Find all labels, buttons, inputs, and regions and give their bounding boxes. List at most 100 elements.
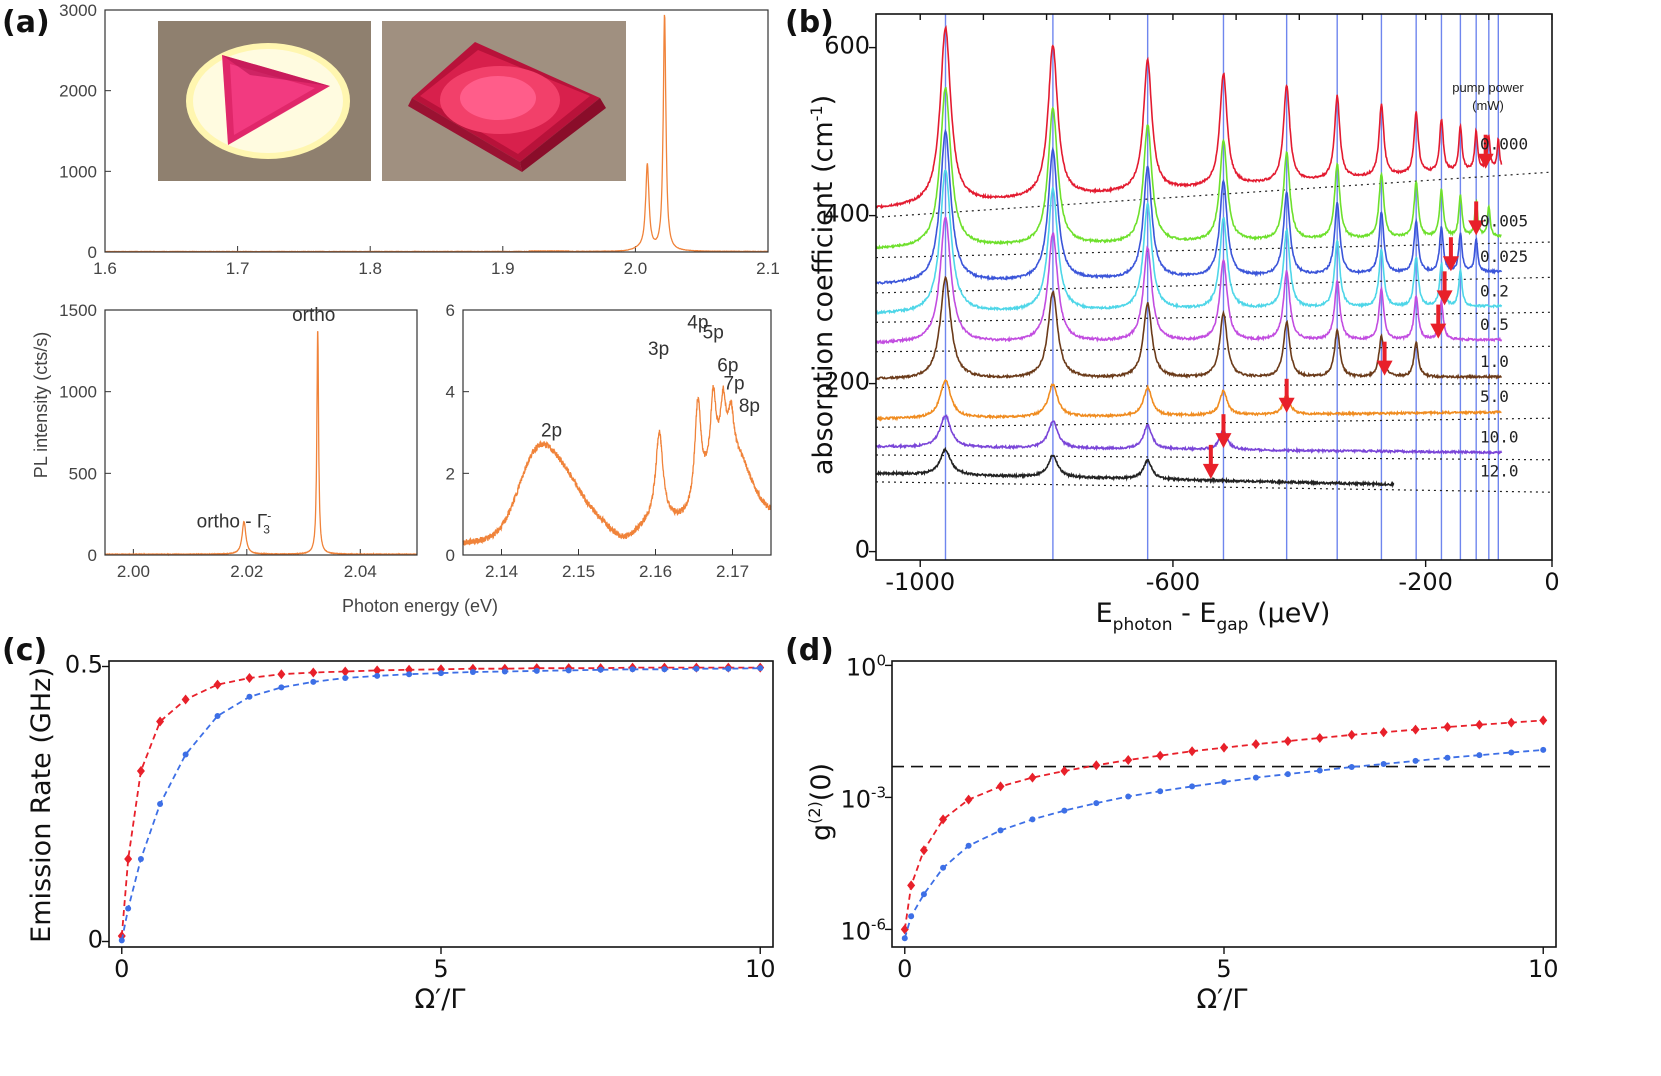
ytick-exponent: -3 — [871, 783, 886, 801]
ytick-base: 10 — [840, 785, 871, 813]
xlabel-b-end: (µeV) — [1248, 598, 1330, 629]
xtick-label: -1000 — [885, 568, 955, 596]
ylabel-d-end: (0) — [806, 763, 837, 801]
xtick-label: 1.6 — [93, 259, 117, 278]
chart-c: 0 5 10 0 0.5 — [65, 651, 776, 984]
baseline-dotted — [875, 311, 1551, 323]
legend-entry-10.0: 10.0 — [1480, 427, 1519, 446]
point-d-blue — [1252, 774, 1259, 781]
point-d-blue — [1316, 767, 1323, 774]
point-d-red — [1539, 715, 1548, 726]
series-line-b-1.0 — [875, 275, 1503, 381]
ytick-label: 1000 — [59, 383, 97, 402]
legend-entry-5.0: 5.0 — [1480, 387, 1509, 406]
point-c-red — [373, 665, 382, 676]
xlabel-a: Photon energy (eV) — [342, 596, 498, 616]
xtick-label: -200 — [1398, 568, 1452, 596]
series-line-b-5.0 — [875, 378, 1502, 422]
arrow-marker-head — [1436, 290, 1453, 306]
arrow-marker-head — [1477, 153, 1494, 169]
xtick-label: 2.02 — [230, 562, 263, 581]
point-d-red — [1028, 772, 1037, 783]
baseline-dotted — [875, 417, 1551, 428]
point-d-blue — [1157, 788, 1164, 795]
series-line-b-0.5 — [875, 216, 1503, 345]
annotation-2p: 2p — [541, 421, 562, 442]
point-d-red — [1283, 736, 1292, 747]
arrow-marker-head — [1442, 256, 1459, 272]
point-d-red — [1315, 733, 1324, 743]
panel-label-c: (c) — [2, 633, 47, 668]
baseline-dotted — [875, 382, 1551, 389]
legend-unit: (mW) — [1472, 98, 1504, 113]
point-c-blue — [757, 665, 764, 672]
axes-frame-b — [875, 13, 1553, 561]
xtick-label: 5 — [1216, 955, 1231, 983]
point-c-blue — [725, 665, 732, 672]
legend-entry-0.5: 0.5 — [1480, 315, 1509, 334]
point-d-blue — [1540, 746, 1547, 753]
point-d-red — [919, 845, 928, 856]
point-d-blue — [1284, 771, 1291, 778]
ytick-label: 1500 — [59, 301, 97, 320]
point-d-blue — [901, 935, 908, 942]
point-d-red — [939, 814, 948, 825]
ytick-label: 0 — [88, 546, 97, 565]
axes-frame-a-top — [104, 9, 769, 253]
legend-entry-0.005: 0.005 — [1480, 212, 1528, 231]
xtick-label: 0 — [1544, 568, 1559, 596]
arrow-marker-head — [1215, 433, 1232, 449]
point-d-blue — [1476, 752, 1483, 759]
annotation-4p: 4p — [687, 312, 708, 333]
point-c-blue — [182, 751, 189, 758]
xlabel-c: Ω′/Γ — [415, 984, 466, 1015]
ylabel-c: Emission Rate (GHz) — [26, 667, 57, 943]
point-d-blue — [1348, 764, 1355, 771]
point-c-blue — [246, 693, 253, 700]
point-d-blue — [1029, 816, 1036, 823]
ytick-label: 6 — [446, 301, 455, 320]
point-d-red — [964, 794, 973, 805]
axes-frame-a-br — [462, 309, 772, 556]
ylabel-d-g: g — [806, 824, 837, 841]
ytick-exponent: 0 — [876, 651, 886, 669]
point-c-blue — [125, 905, 132, 912]
xtick-label: 10 — [745, 955, 776, 983]
series-line-c-blue — [120, 667, 761, 941]
point-d-blue — [1508, 749, 1515, 756]
arrow-marker-head — [1468, 220, 1485, 236]
ytick-label: 500 — [69, 464, 97, 483]
point-c-blue — [438, 670, 444, 677]
series-line-b-0.000 — [875, 25, 1503, 210]
point-d-red — [1188, 746, 1197, 757]
baseline-dotted — [875, 345, 1551, 353]
point-d-red — [900, 924, 909, 935]
annotation-5p: 5p — [703, 323, 724, 344]
panel-label-d: (d) — [785, 633, 834, 668]
xlabel-b-sub1: photon — [1113, 615, 1173, 635]
arrow-marker-head — [1202, 463, 1219, 479]
series-line-a-br — [462, 384, 772, 546]
ylabel-b-sup: -1 — [807, 105, 826, 121]
arrow-marker-head — [1376, 360, 1393, 376]
annotation-3p: 3p — [648, 339, 669, 360]
ytick-label: 10-3 — [840, 783, 886, 813]
ylabel-b: absorption coefficient (cm-1) — [807, 95, 839, 475]
chart-a-top: 1.6 1.7 1.8 1.9 2.0 2.1 0 1000 2000 3000 — [59, 1, 780, 278]
baseline-dotted — [875, 276, 1551, 294]
point-d-red — [1220, 742, 1228, 753]
point-d-red — [1411, 724, 1420, 735]
ytick-label: 0.5 — [65, 651, 103, 679]
xtick-label: 2.17 — [716, 562, 749, 581]
point-c-blue — [157, 801, 164, 807]
legend-title: pump power — [1452, 80, 1524, 95]
panel-label-a: (a) — [2, 5, 50, 40]
xtick-label: 2.16 — [639, 562, 672, 581]
point-c-blue — [118, 937, 125, 944]
ytick-label: 400 — [824, 200, 870, 228]
axes-frame-a-bl — [104, 309, 418, 556]
point-c-blue — [214, 713, 221, 719]
point-d-blue — [908, 913, 915, 920]
point-d-red — [996, 781, 1005, 792]
legend-entry-0.000: 0.000 — [1480, 134, 1528, 153]
